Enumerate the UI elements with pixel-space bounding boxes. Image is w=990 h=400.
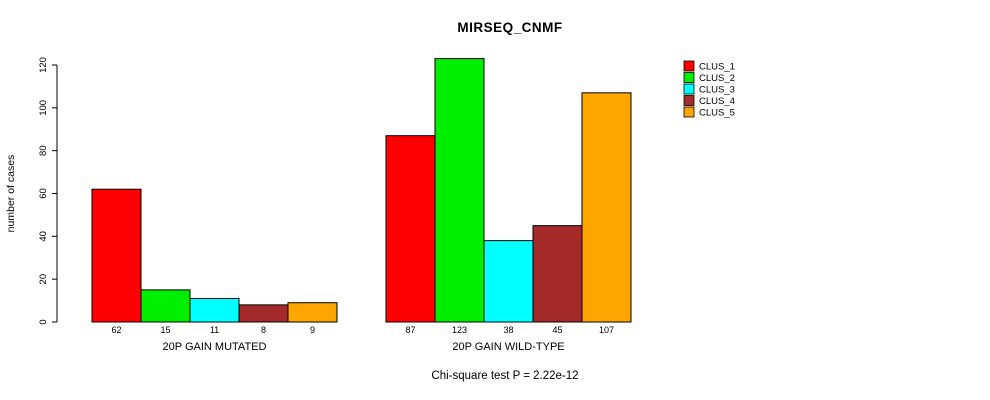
- y-tick-label: 120: [38, 57, 49, 73]
- bar-value-label: 87: [405, 325, 415, 335]
- legend-label-CLUS_3: CLUS_3: [699, 85, 735, 96]
- bar-value-label: 107: [599, 325, 614, 335]
- bar-value-label: 8: [261, 325, 266, 335]
- y-tick-label: 0: [38, 319, 49, 324]
- y-tick-label: 60: [38, 188, 49, 199]
- bar-CLUS_2-group1: [140, 289, 191, 323]
- bar-CLUS_5-group1: [287, 302, 338, 323]
- chi-square-caption: Chi-square test P = 2.22e-12: [431, 370, 579, 382]
- bar-CLUS_2-group2: [434, 58, 485, 323]
- legend-swatch-CLUS_2: [683, 72, 695, 83]
- bar-value-label: 38: [503, 325, 513, 335]
- bar-value-label: 45: [552, 325, 562, 335]
- legend-swatch-CLUS_3: [683, 83, 695, 95]
- bar-value-label: 123: [452, 325, 467, 335]
- bar-CLUS_4-group1: [238, 304, 289, 323]
- bar-CLUS_4-group2: [532, 225, 583, 323]
- legend-swatch-CLUS_5: [683, 106, 695, 118]
- group-label: 20P GAIN WILD-TYPE: [452, 341, 564, 353]
- legend-label-CLUS_4: CLUS_4: [699, 96, 735, 107]
- bar-CLUS_3-group1: [189, 297, 240, 323]
- legend-swatch-CLUS_1: [683, 60, 695, 72]
- bar-CLUS_1-group1: [91, 188, 142, 323]
- legend-label-CLUS_5: CLUS_5: [699, 108, 735, 119]
- bar-CLUS_1-group2: [385, 135, 436, 323]
- chart-title: MIRSEQ_CNMF: [457, 20, 563, 35]
- bar-value-label: 62: [111, 325, 121, 335]
- group-label: 20P GAIN MUTATED: [163, 341, 267, 353]
- y-tick-label: 40: [38, 231, 49, 242]
- bar-CLUS_3-group2: [483, 240, 534, 323]
- legend-label-CLUS_1: CLUS_1: [699, 62, 735, 73]
- y-tick-label: 80: [38, 145, 49, 156]
- legend-label-CLUS_2: CLUS_2: [699, 73, 735, 84]
- legend-swatch-CLUS_4: [683, 95, 695, 106]
- bar-value-label: 9: [310, 325, 315, 335]
- y-axis-title: number of cases: [5, 155, 17, 233]
- bar-value-label: 11: [210, 325, 219, 335]
- bar-value-label: 15: [160, 325, 170, 335]
- y-tick-label: 20: [38, 274, 49, 285]
- bar-CLUS_5-group2: [581, 92, 632, 323]
- y-tick-label: 100: [38, 100, 49, 116]
